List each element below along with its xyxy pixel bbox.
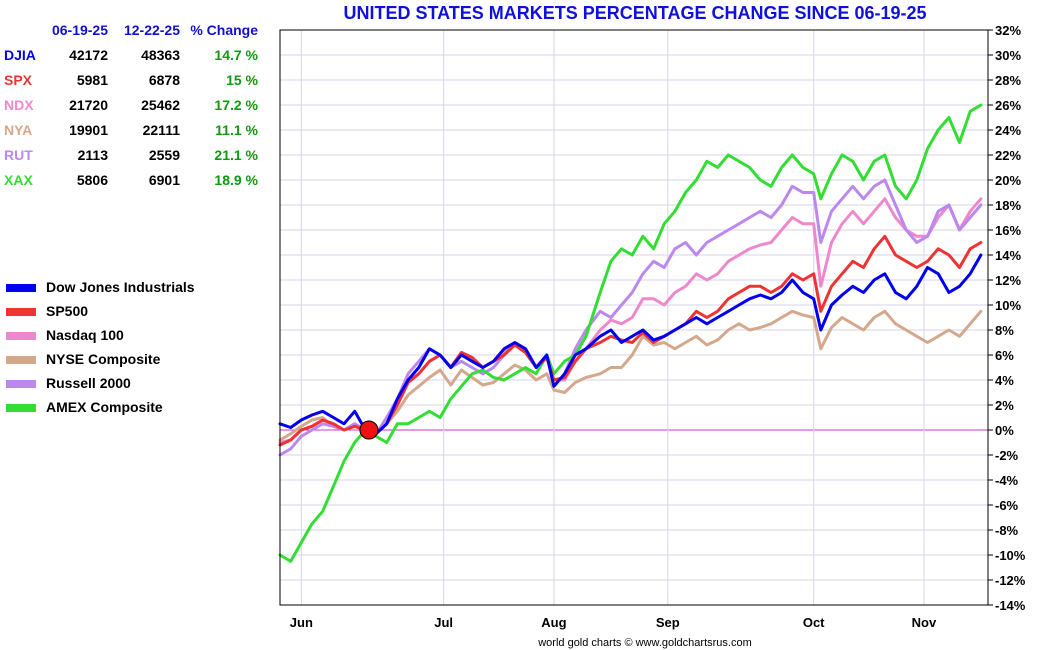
y-tick-label: 2%: [995, 398, 1014, 413]
row-start: 2113: [77, 147, 108, 163]
row-start: 19901: [69, 122, 108, 138]
legend-label: Nasdaq 100: [46, 327, 124, 343]
x-tick-label: Jun: [290, 615, 313, 630]
row-start: 21720: [69, 97, 108, 113]
legend-swatch: [6, 404, 36, 412]
y-tick-label: 4%: [995, 373, 1014, 388]
y-tick-label: 32%: [995, 23, 1021, 38]
row-end: 48363: [141, 47, 180, 63]
legend-label: Dow Jones Industrials: [46, 279, 195, 295]
legend-swatch: [6, 356, 36, 364]
series-line: [278, 178, 983, 457]
y-tick-label: -4%: [995, 473, 1019, 488]
chart-series: [278, 103, 983, 563]
y-tick-label: 14%: [995, 248, 1021, 263]
row-symbol: NDX: [4, 97, 34, 113]
row-change: 11.1 %: [215, 122, 258, 138]
y-tick-label: 0%: [995, 423, 1014, 438]
series-line: [278, 103, 983, 563]
row-change: 17.2 %: [214, 97, 258, 113]
y-tick-label: 28%: [995, 73, 1021, 88]
chart-title: UNITED STATES MARKETS PERCENTAGE CHANGE …: [343, 3, 927, 23]
series-line: [278, 197, 983, 444]
chart-grid: [280, 29, 988, 606]
row-end: 6901: [148, 172, 180, 188]
y-tick-label: 6%: [995, 348, 1014, 363]
x-tick-label: Aug: [541, 615, 566, 630]
y-tick-label: -12%: [995, 573, 1026, 588]
row-change: 15 %: [226, 72, 258, 88]
y-tick-label: 8%: [995, 323, 1014, 338]
row-end: 6878: [148, 72, 180, 88]
legend-swatch: [6, 308, 36, 316]
legend-label: Russell 2000: [46, 375, 131, 391]
row-symbol: NYA: [4, 122, 33, 138]
y-tick-label: 12%: [995, 273, 1021, 288]
legend-label: SP500: [46, 303, 89, 319]
y-tick-label: 16%: [995, 223, 1021, 238]
header-start-date: 06-19-25: [51, 22, 108, 38]
row-symbol: XAX: [4, 172, 33, 188]
y-tick-label: 26%: [995, 98, 1021, 113]
y-tick-label: -8%: [995, 523, 1019, 538]
y-tick-label: 20%: [995, 173, 1021, 188]
header-change: % Change: [190, 22, 258, 38]
row-start: 5981: [76, 72, 108, 88]
row-symbol: SPX: [4, 72, 33, 88]
row-end: 2559: [148, 147, 180, 163]
y-tick-label: -2%: [995, 448, 1019, 463]
row-change: 18.9 %: [214, 172, 258, 188]
y-tick-label: 22%: [995, 148, 1021, 163]
x-tick-label: Jul: [434, 615, 453, 630]
legend-label: AMEX Composite: [46, 399, 163, 415]
row-symbol: RUT: [4, 147, 33, 163]
row-end: 25462: [141, 97, 180, 113]
row-start: 42172: [69, 47, 108, 63]
series-line: [278, 309, 983, 442]
x-tick-label: Sep: [656, 615, 680, 630]
series-line: [278, 234, 983, 447]
series-line: [278, 253, 983, 436]
row-change: 21.1 %: [214, 147, 258, 163]
chart-credit: world gold charts © www.goldchartsrus.co…: [538, 637, 752, 649]
header-end-date: 12-22-25: [123, 22, 180, 38]
chart-axes: -14% -12% -10% -8% -6% -4% -2% 0% 2% 4% 6% 8% 10% 12%…: [279, 23, 1026, 630]
y-tick-label: 24%: [995, 123, 1021, 138]
y-tick-label: 10%: [995, 298, 1021, 313]
row-end: 22111: [142, 122, 180, 138]
row-change: 14.7 %: [214, 47, 258, 63]
y-tick-label: -10%: [995, 548, 1026, 563]
row-start: 5806: [76, 172, 108, 188]
row-symbol: DJIA: [4, 47, 36, 63]
legend-swatch: [6, 380, 36, 388]
x-tick-label: Nov: [912, 615, 937, 630]
x-tick-label: Oct: [803, 615, 825, 630]
y-tick-label: -14%: [995, 598, 1026, 613]
plot-border: [279, 29, 989, 606]
legend-swatch: [6, 332, 36, 340]
base-date-marker: [359, 420, 379, 440]
y-tick-label: -6%: [995, 498, 1019, 513]
y-tick-label: 18%: [995, 198, 1021, 213]
legend-label: NYSE Composite: [46, 351, 161, 367]
legend-swatch: [6, 284, 36, 292]
y-tick-label: 30%: [995, 48, 1021, 63]
